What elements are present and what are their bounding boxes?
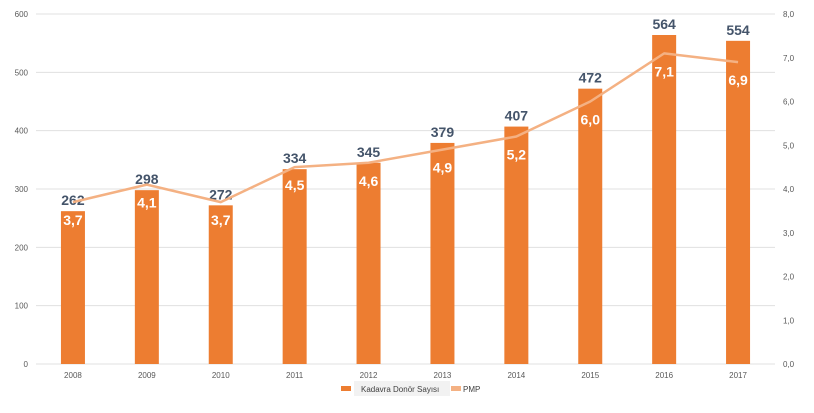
x-tick-label: 2010 bbox=[212, 371, 230, 380]
bar-value-label: 379 bbox=[431, 124, 455, 140]
legend-label: Kadavra Donör Sayısı bbox=[361, 385, 439, 394]
x-tick-label: 2008 bbox=[64, 371, 82, 380]
legend-label: PMP bbox=[463, 385, 480, 394]
x-tick-label: 2015 bbox=[581, 371, 599, 380]
x-tick-label: 2013 bbox=[434, 371, 452, 380]
y-tick-label: 300 bbox=[15, 185, 29, 194]
pmp-value-label: 5,2 bbox=[507, 147, 527, 163]
x-tick-label: 2009 bbox=[138, 371, 156, 380]
pmp-value-label: 6,0 bbox=[581, 112, 601, 128]
pmp-value-label: 4,5 bbox=[285, 177, 305, 193]
pmp-value-label: 6,9 bbox=[728, 72, 748, 88]
y2-tick-label: 4,0 bbox=[783, 185, 795, 194]
bar-value-label: 472 bbox=[579, 70, 603, 86]
bar bbox=[504, 126, 529, 364]
x-tick-label: 2012 bbox=[360, 371, 378, 380]
pmp-value-label: 4,9 bbox=[433, 160, 453, 176]
bar-value-label: 564 bbox=[652, 16, 676, 32]
y2-tick-label: 2,0 bbox=[783, 273, 795, 282]
pmp-value-label: 7,1 bbox=[654, 63, 674, 79]
pmp-value-label: 4,1 bbox=[137, 195, 157, 211]
bar bbox=[726, 40, 751, 364]
legend-swatch-line bbox=[451, 386, 461, 391]
pmp-value-label: 4,6 bbox=[359, 173, 379, 189]
bar-value-label: 407 bbox=[505, 108, 529, 124]
bar bbox=[356, 162, 381, 364]
x-tick-label: 2016 bbox=[655, 371, 673, 380]
x-tick-label: 2011 bbox=[286, 371, 304, 380]
bar bbox=[134, 190, 159, 364]
y2-tick-label: 0,0 bbox=[783, 360, 795, 369]
bar-value-label: 554 bbox=[726, 22, 750, 38]
bar bbox=[430, 142, 455, 364]
bar bbox=[282, 169, 307, 364]
bar bbox=[208, 205, 233, 364]
y-tick-label: 100 bbox=[15, 302, 29, 311]
y2-tick-label: 7,0 bbox=[783, 54, 795, 63]
x-tick-label: 2017 bbox=[729, 371, 747, 380]
x-tick-label: 2014 bbox=[507, 371, 525, 380]
bar-value-label: 345 bbox=[357, 144, 381, 160]
pmp-line bbox=[72, 52, 739, 204]
y2-tick-label: 1,0 bbox=[783, 316, 795, 325]
bar bbox=[652, 35, 677, 364]
y2-tick-label: 3,0 bbox=[783, 229, 795, 238]
bar bbox=[60, 211, 85, 364]
bar-value-label: 262 bbox=[61, 192, 85, 208]
bar-value-label: 334 bbox=[283, 150, 307, 166]
legend-swatch-bar bbox=[341, 386, 351, 391]
bar bbox=[578, 88, 603, 365]
pmp-value-label: 3,7 bbox=[63, 212, 83, 228]
legend-highlight bbox=[354, 381, 450, 396]
y-tick-label: 600 bbox=[15, 10, 29, 19]
y-tick-label: 400 bbox=[15, 127, 29, 136]
pmp-value-label: 3,7 bbox=[211, 212, 231, 228]
y-tick-label: 200 bbox=[15, 243, 29, 252]
y2-tick-label: 6,0 bbox=[783, 98, 795, 107]
y-tick-label: 0 bbox=[24, 360, 29, 369]
y2-tick-label: 8,0 bbox=[783, 10, 795, 19]
y-tick-label: 500 bbox=[15, 68, 29, 77]
y2-tick-label: 5,0 bbox=[783, 141, 795, 150]
bar-value-label: 298 bbox=[135, 171, 159, 187]
